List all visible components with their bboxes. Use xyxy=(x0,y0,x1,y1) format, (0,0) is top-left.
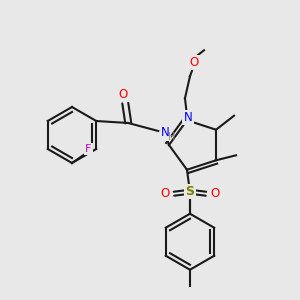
Text: O: O xyxy=(210,187,220,200)
Text: O: O xyxy=(118,88,128,100)
Text: H: H xyxy=(168,132,175,142)
Text: N: N xyxy=(161,127,170,140)
Text: O: O xyxy=(160,187,170,200)
Text: O: O xyxy=(189,56,199,69)
Text: S: S xyxy=(185,185,194,198)
Text: F: F xyxy=(85,144,92,154)
Text: N: N xyxy=(184,111,192,124)
